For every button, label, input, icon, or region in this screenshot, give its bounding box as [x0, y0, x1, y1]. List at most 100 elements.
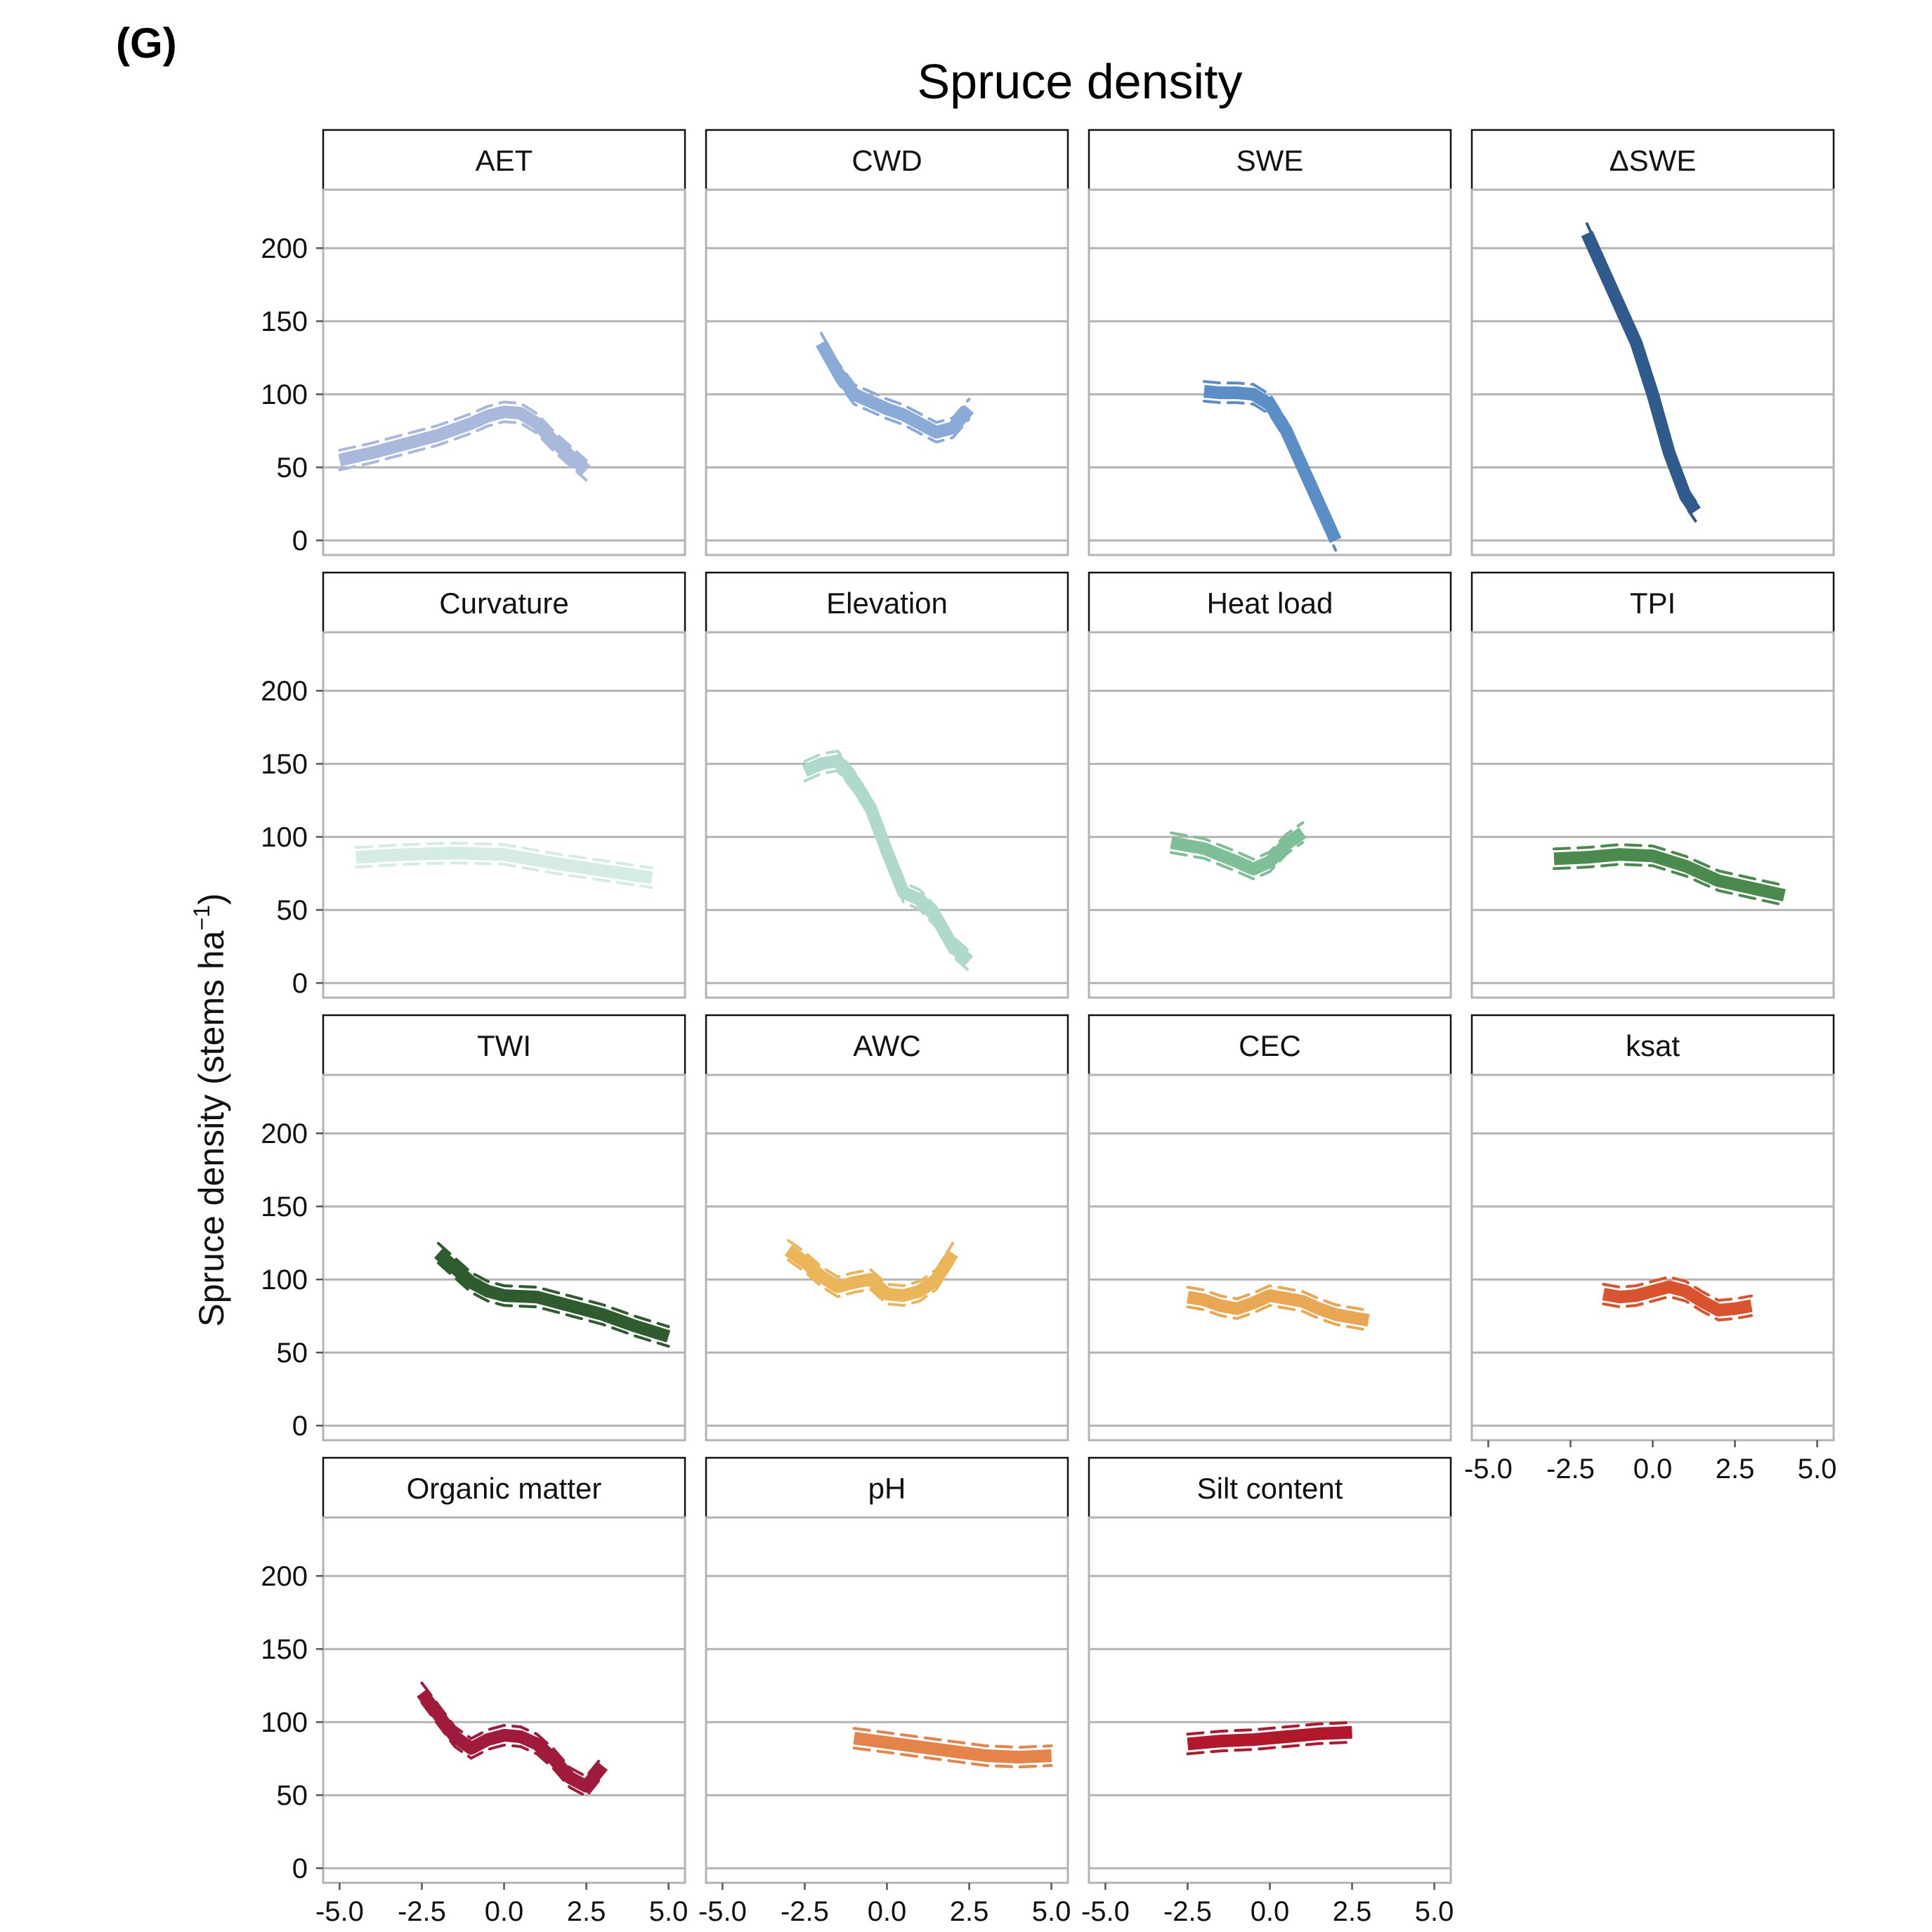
y-tick-label: 50: [277, 452, 308, 483]
fitted-line: [1581, 230, 1701, 515]
facet-strip: [322, 571, 686, 634]
upper-ci-line: [1553, 843, 1786, 887]
x-tick-label: 0.0: [485, 1896, 524, 1927]
y-tick-label: 50: [277, 1338, 308, 1369]
x-tick-label: 0.0: [868, 1896, 907, 1927]
chart-title: Spruce density: [917, 54, 1242, 109]
facet-strip-label: Organic matter: [407, 1472, 602, 1505]
facet-panel: TPI: [1470, 571, 1835, 999]
x-tick-label: 2.5: [950, 1896, 989, 1927]
x-tick-label: 0.0: [1633, 1454, 1673, 1484]
x-tick-label: 2.5: [567, 1896, 606, 1927]
x-tick-label: -2.5: [1163, 1896, 1212, 1927]
x-tick-label: 2.5: [1333, 1896, 1372, 1927]
lower-ci-line: [787, 1258, 955, 1307]
fitted-line: [1170, 827, 1307, 875]
facet-panel: AWC: [705, 1014, 1069, 1442]
upper-ci-line: [338, 400, 588, 462]
x-tick-label: -5.0: [1464, 1454, 1513, 1484]
y-tick-label: 100: [261, 379, 308, 410]
facet-panel: ΔSWE: [1470, 129, 1835, 556]
facet-plot-area: [1470, 188, 1835, 556]
x-tick-label: 0.0: [1251, 1896, 1290, 1927]
upper-ci-line: [436, 1241, 670, 1329]
y-tick-label: 100: [261, 822, 308, 853]
facet-strip: [322, 1014, 686, 1076]
facet-strip-label: AET: [476, 144, 533, 177]
facet-panel: Curvature 0 50 100 150 200: [261, 571, 686, 999]
facet-plot-area: [322, 631, 686, 999]
facet-strip-label: ΔSWE: [1610, 144, 1697, 177]
facet-plot-area: [705, 1073, 1069, 1442]
facet-strip-label: SWE: [1236, 144, 1304, 177]
x-tick-label: -5.0: [1081, 1896, 1130, 1927]
y-tick-label: 200: [261, 676, 308, 707]
facet-panel: ksat -5.0 -2.5 0.0 2.5 5.0: [1464, 1014, 1837, 1484]
y-axis-label-close: ): [192, 893, 231, 905]
y-tick-label: 200: [261, 233, 308, 264]
facet-panel: SWE: [1088, 129, 1452, 556]
upper-ci-line: [852, 1727, 1053, 1749]
lower-ci-line: [338, 420, 588, 482]
facet-strip: [1470, 129, 1835, 191]
y-tick-label: 150: [261, 749, 308, 780]
x-tick-label: 5.0: [1798, 1454, 1837, 1484]
x-tick-label: -5.0: [315, 1896, 364, 1927]
x-tick-label: 2.5: [1716, 1454, 1755, 1484]
facet-strip: [1088, 129, 1452, 191]
facet-panel: CWD: [705, 129, 1069, 556]
fitted-line: [433, 1248, 671, 1343]
fitted-line: [1186, 1289, 1370, 1327]
facet-plot-area: [705, 1516, 1069, 1884]
facet-plot-area: [1088, 1073, 1452, 1442]
facet-plot-area: [322, 1073, 686, 1442]
y-tick-label: 100: [261, 1265, 308, 1295]
lower-ci-line: [354, 861, 654, 889]
facet-panel: CEC: [1088, 1014, 1452, 1442]
facet-panel: Elevation: [705, 571, 1069, 999]
facet-strip-label: Silt content: [1197, 1472, 1343, 1505]
facet-plot-area: [705, 188, 1069, 556]
fitted-line: [1187, 1725, 1352, 1751]
x-tick-label: -2.5: [781, 1896, 829, 1927]
lower-ci-line: [1186, 1304, 1370, 1332]
facet-strip-label: Elevation: [826, 587, 948, 620]
facet-plot-area: [1088, 1516, 1452, 1884]
facet-strip: [1088, 1456, 1452, 1519]
facet-strip-label: CWD: [851, 144, 922, 177]
lower-ci-line: [436, 1261, 670, 1348]
x-tick-label: -2.5: [1546, 1454, 1595, 1484]
y-tick-label: 150: [261, 306, 308, 337]
facet-panel: Heat load: [1088, 571, 1452, 999]
y-tick-label: 0: [292, 1411, 308, 1442]
y-tick-label: 150: [261, 1634, 308, 1665]
facet-panel: Silt content -5.0 -2.5 0.0 2.5 5.0: [1081, 1456, 1454, 1927]
facet-plot-area: [322, 188, 686, 556]
y-tick-label: 200: [261, 1561, 308, 1592]
facet-plot-area: [322, 1516, 686, 1884]
facet-plot-area: [1088, 188, 1452, 556]
x-tick-label: -2.5: [398, 1896, 446, 1927]
y-axis-label-text: Spruce density (stems ha: [192, 930, 231, 1326]
facet-strip-label: pH: [868, 1472, 906, 1505]
facet-strip-label: TPI: [1630, 587, 1676, 620]
facet-grid: AET 0 50 100 150 200 CWD SWE ΔSWE Curvature 0 50 100…: [261, 129, 1837, 1927]
y-tick-label: 100: [261, 1707, 308, 1738]
y-tick-label: 50: [277, 1780, 308, 1811]
lower-ci-line: [852, 1747, 1053, 1769]
fitted-line: [1553, 848, 1786, 902]
facet-panel: TWI 0 50 100 150 200: [261, 1014, 686, 1442]
facet-panel: pH -5.0 -2.5 0.0 2.5 5.0: [698, 1456, 1071, 1927]
y-tick-label: 0: [292, 1853, 308, 1884]
y-tick-label: 0: [292, 968, 308, 999]
facet-strip-label: CEC: [1239, 1029, 1301, 1062]
facet-plot-area: [1470, 631, 1835, 999]
facet-panel: Organic matter 0 50 100 150 200 -5.0 -2.5 0.0 2.5…: [261, 1456, 688, 1927]
facet-strip: [705, 1014, 1069, 1076]
upper-ci-line: [1186, 1721, 1354, 1736]
lower-ci-line: [1186, 1740, 1354, 1756]
x-tick-label: 5.0: [1032, 1896, 1071, 1927]
facet-strip: [322, 1456, 686, 1519]
lower-ci-line: [1170, 841, 1305, 881]
y-axis-label-superscript: −1: [189, 905, 214, 930]
